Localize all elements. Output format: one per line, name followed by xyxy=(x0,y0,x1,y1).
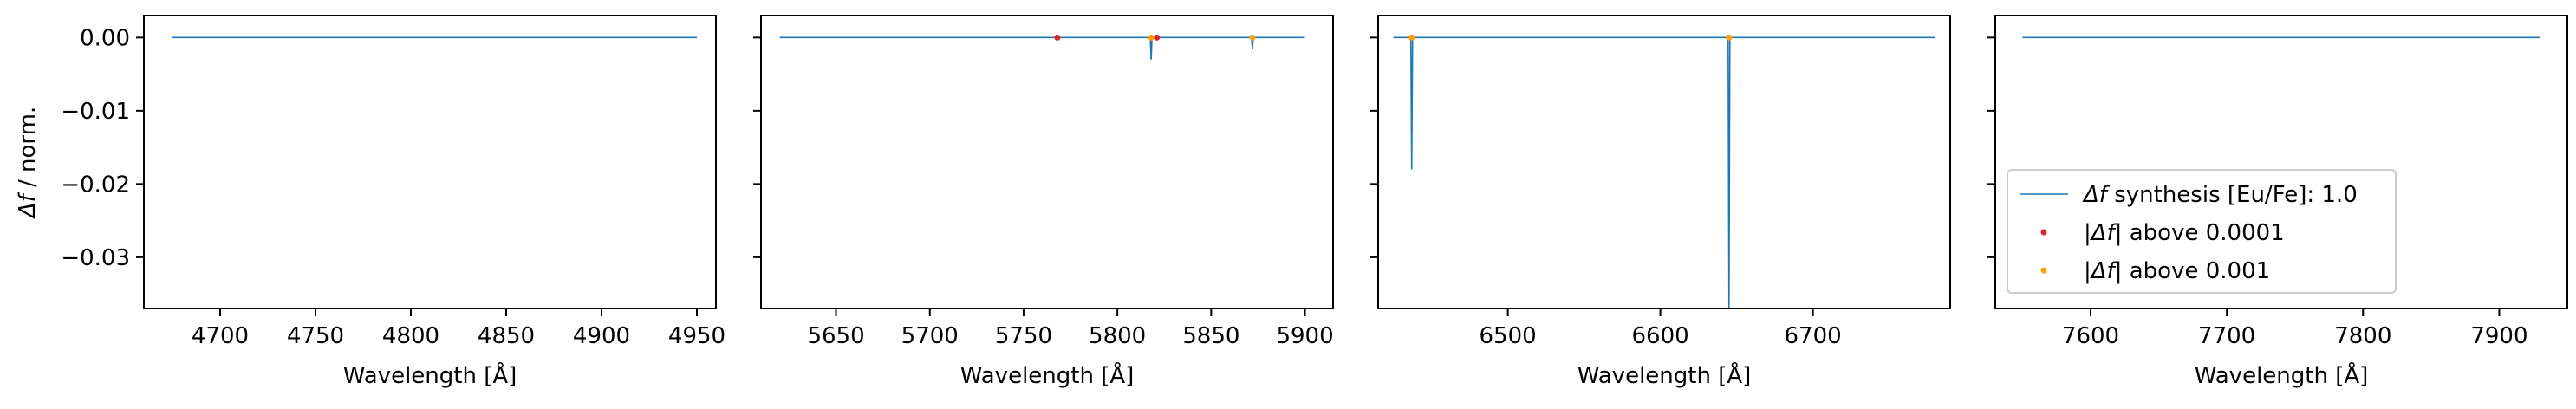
y-axis-label: Δf / norm. xyxy=(15,107,41,219)
axes-frame xyxy=(1994,15,2568,309)
x-tick-label: 4850 xyxy=(478,323,535,349)
legend: Δf synthesis [Eu/Fe]: 1.0 |Δf| above 0.00… xyxy=(2007,169,2397,294)
panel-1: 0.00 −0.01 −0.02 −0.03 4700 4750 4800 4850 4900 4… xyxy=(15,15,725,389)
x-tick-label: 5900 xyxy=(1276,323,1333,349)
y-tick-label: −0.02 xyxy=(61,172,130,198)
legend-box xyxy=(2007,169,2397,294)
chart-panels: 0.00 −0.01 −0.02 −0.03 4700 4750 4800 4850 4900 4… xyxy=(15,15,2568,389)
x-tick-label: 5850 xyxy=(1182,323,1239,349)
x-tick-label: 6700 xyxy=(1785,323,1842,349)
x-tick-label: 5700 xyxy=(901,323,959,349)
legend-dot-swatch xyxy=(2040,229,2047,236)
y-tick-label: 0.00 xyxy=(80,25,130,51)
panel-4: 7600 7700 7800 7900 Wavelength [Å] Δf synthes… xyxy=(1987,15,2568,389)
y-tick-label: −0.03 xyxy=(61,245,130,271)
legend-entry-label: |Δf| above 0.001 xyxy=(2084,258,2270,284)
x-tick-label: 4950 xyxy=(668,323,725,349)
axes-frame xyxy=(143,15,717,309)
x-tick-label: 5650 xyxy=(807,323,864,349)
point-above-0.001 xyxy=(1148,34,1155,41)
point-above-0.0001 xyxy=(1054,34,1061,41)
x-tick-label: 5750 xyxy=(995,323,1052,349)
x-tick-label: 4750 xyxy=(287,323,344,349)
x-tick-label: 7800 xyxy=(2334,323,2391,349)
point-above-0.001 xyxy=(1726,34,1733,41)
x-tick-label: 4800 xyxy=(382,323,439,349)
panel-2: 5650 5700 5750 5800 5850 5900 Wavelength [Å] xyxy=(753,15,1334,389)
x-tick-label: 7900 xyxy=(2470,323,2527,349)
point-above-0.001 xyxy=(1408,34,1415,41)
x-tick-label: 7700 xyxy=(2198,323,2255,349)
x-tick-label: 4700 xyxy=(192,323,249,349)
point-above-0.0001 xyxy=(1154,34,1161,41)
x-tick-label: 7600 xyxy=(2062,323,2119,349)
x-axis-label: Wavelength [Å] xyxy=(2195,361,2369,389)
x-tick-label: 4900 xyxy=(573,323,630,349)
point-above-0.001 xyxy=(1249,34,1256,41)
x-tick-label: 5800 xyxy=(1089,323,1146,349)
panel-3: 6500 6600 6700 Wavelength [Å] xyxy=(1370,15,1951,389)
x-axis-label: Wavelength [Å] xyxy=(960,361,1135,389)
legend-entry-label: Δf synthesis [Eu/Fe]: 1.0 xyxy=(2082,182,2358,208)
y-tick-label: −0.01 xyxy=(61,99,130,125)
axes-frame xyxy=(1377,15,1951,309)
synthesis-line xyxy=(1393,36,1935,309)
legend-entry-label: |Δf| above 0.0001 xyxy=(2084,220,2285,246)
axes-frame xyxy=(760,15,1334,309)
legend-dot-swatch xyxy=(2040,267,2047,274)
x-axis-label: Wavelength [Å] xyxy=(343,361,517,389)
x-axis-label: Wavelength [Å] xyxy=(1577,361,1752,389)
x-tick-label: 6600 xyxy=(1632,323,1689,349)
x-tick-label: 6500 xyxy=(1480,323,1537,349)
